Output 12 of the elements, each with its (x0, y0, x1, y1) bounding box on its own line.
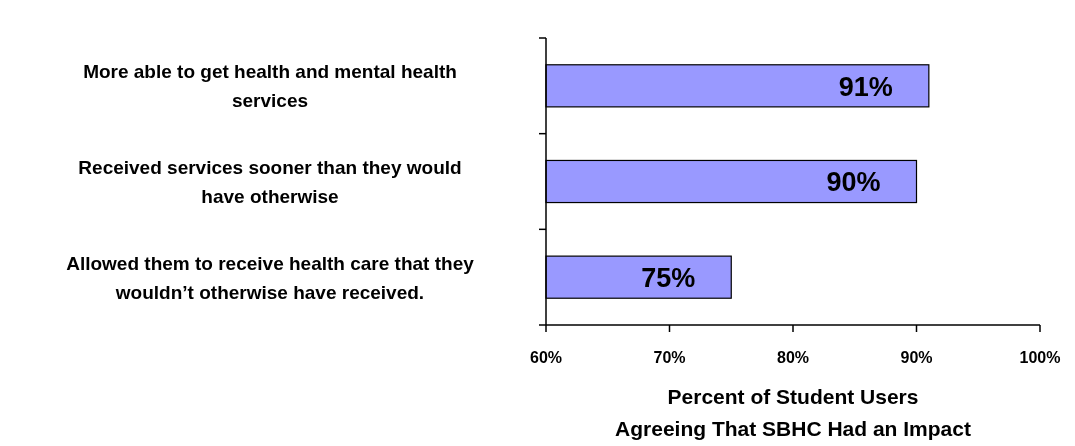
x-tick-label: 100% (1019, 349, 1061, 366)
data-label: 90% (826, 167, 881, 198)
x-tick-label: 60% (529, 349, 563, 366)
x-axis-title: Percent of Student Users Agreeing That SBHC Had an Impact (615, 385, 971, 440)
x-tick-label: 90% (900, 349, 933, 366)
data-label: 75% (641, 262, 696, 293)
y-tick-label: More able to get health and mental health services (83, 61, 457, 112)
data-label: 91% (838, 71, 893, 102)
x-tick-label: 70% (653, 349, 686, 366)
y-tick-label: Received services sooner than they would have otherwise (78, 156, 462, 207)
y-tick-label: Allowed them to receive health care that they wouldn’t otherwise have received. (66, 252, 475, 303)
x-tick-label: 80% (776, 349, 810, 366)
